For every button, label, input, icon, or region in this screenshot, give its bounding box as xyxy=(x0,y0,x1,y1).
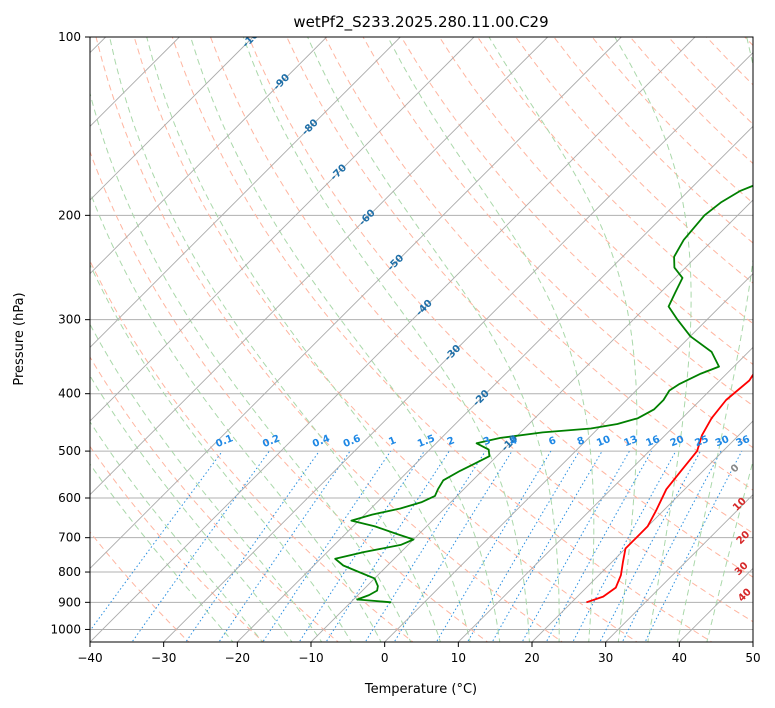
y-tick-label: 600 xyxy=(58,491,81,505)
mixing-ratio-label: 4 xyxy=(508,435,519,448)
mixing-ratio-label: 20 xyxy=(669,434,686,449)
dry-adiabat-line xyxy=(210,37,753,623)
dry-adiabat-line xyxy=(438,37,753,366)
x-tick-label: −10 xyxy=(298,651,323,665)
moist-adiabat-line xyxy=(706,459,753,642)
isotherm-line xyxy=(384,273,753,642)
mixing-ratio-label: 16 xyxy=(645,434,662,449)
moist-adiabat-line xyxy=(90,263,352,642)
y-axis-title: Pressure (hPa) xyxy=(12,292,27,385)
x-tick-label: 10 xyxy=(451,651,466,665)
mixing-ratio-line xyxy=(325,450,450,642)
dry-adiabat-line xyxy=(90,445,265,642)
series-line-temperature xyxy=(586,330,753,604)
mixing-ratio-line xyxy=(393,450,513,642)
mixing-ratio-label: 8 xyxy=(576,435,587,448)
mixing-ratio-label: 25 xyxy=(693,434,710,449)
moist-adiabat-line xyxy=(90,420,264,642)
moist-adiabat-line xyxy=(190,37,501,642)
y-tick-label: 300 xyxy=(58,313,81,327)
x-tick-label: 50 xyxy=(745,651,760,665)
y-tick-label: 900 xyxy=(58,595,81,609)
dry-adiabat-line xyxy=(95,37,564,642)
mixing-ratio-label: 1 xyxy=(387,435,398,448)
dry-adiabat-line xyxy=(324,37,753,491)
x-tick-label: −20 xyxy=(225,651,250,665)
moist-adiabat-line xyxy=(90,190,382,642)
y-tick-label: 200 xyxy=(58,208,81,222)
dry-adiabat-line xyxy=(133,37,638,642)
mixing-ratio-line xyxy=(298,450,425,642)
y-tick-label: 800 xyxy=(58,565,81,579)
moist-adiabat-line xyxy=(90,463,234,642)
isotherm-line xyxy=(90,37,254,201)
chart-title: wetPf2_S233.2025.280.11.00.C29 xyxy=(293,13,548,32)
mixing-ratio-label: 2 xyxy=(446,435,457,448)
dry-adiabat-line xyxy=(90,259,414,642)
y-tick-label: 100 xyxy=(58,30,81,44)
moist-adiabat-line xyxy=(242,37,530,642)
moist-adiabat-line xyxy=(109,37,441,642)
mixing-ratio-label: 36 xyxy=(735,434,752,449)
moist-adiabat-line xyxy=(488,37,638,642)
moist-adiabat-line xyxy=(90,374,293,642)
mixing-ratio-label: 3 xyxy=(482,435,493,448)
y-axis-ticks: 100 200 300 400 500 600 700 800 900 1000 xyxy=(50,30,90,636)
mixing-ratio-line xyxy=(131,450,270,642)
isotherm-line xyxy=(237,125,753,642)
y-tick-label: 700 xyxy=(58,531,81,545)
mixing-ratio-line xyxy=(90,450,223,632)
x-tick-label: 20 xyxy=(524,651,539,665)
moist-adiabat-line xyxy=(387,37,595,642)
profile-series xyxy=(334,184,753,604)
dry-adiabat-line xyxy=(248,37,753,578)
y-tick-label: 400 xyxy=(58,387,81,401)
x-tick-label: 40 xyxy=(672,651,687,665)
mixing-ratio-line xyxy=(218,450,351,642)
mixing-ratio-line xyxy=(599,450,701,642)
isotherm-line xyxy=(90,37,475,422)
mixing-ratio-label: 13 xyxy=(622,434,639,449)
isotherm-line xyxy=(90,37,327,275)
mixing-ratio-line xyxy=(364,450,486,642)
isotherm-line xyxy=(458,346,753,642)
y-tick-label: 500 xyxy=(58,444,81,458)
plot-frame xyxy=(89,36,754,643)
moist-adiabat-line xyxy=(614,37,692,642)
x-tick-label: −30 xyxy=(151,651,176,665)
mixing-ratio-label: 6 xyxy=(547,435,558,448)
x-axis-title: Temperature (°C) xyxy=(364,682,477,697)
dry-adiabat-line xyxy=(362,37,753,449)
mixing-ratio-label: 10 xyxy=(595,434,612,449)
mixing-ratio-line xyxy=(466,450,580,642)
mixing-ratio-line xyxy=(262,450,392,642)
moist-adiabat-line xyxy=(307,37,560,642)
mixing-ratio-label: 30 xyxy=(714,434,731,449)
plot-area: -100-90-80-70-60-50-40-30-20-100.1 0.2 0.4… xyxy=(90,37,753,642)
isotherm-line xyxy=(90,37,696,642)
x-tick-label: 30 xyxy=(598,651,613,665)
dry-adiabat-line xyxy=(477,37,753,325)
moist-adiabat-line xyxy=(90,323,323,642)
moist-adiabat-line xyxy=(676,37,753,642)
isotherm-line xyxy=(605,494,753,642)
isotherm-line xyxy=(90,37,622,569)
x-tick-label: −40 xyxy=(77,651,102,665)
mixing-ratio-line xyxy=(185,450,320,642)
x-axis-ticks: −40 −30 −20 −10 0 10 20 30 40 50 xyxy=(77,642,761,665)
dry-adiabat-line xyxy=(286,37,753,534)
mixing-ratio-line xyxy=(621,450,722,642)
isotherm-line xyxy=(163,52,753,642)
isotherm-line xyxy=(90,37,401,348)
y-tick-label: 1000 xyxy=(50,622,81,636)
series-line-dewpoint xyxy=(334,184,753,604)
mixing-ratio-lines xyxy=(90,450,743,642)
mixing-ratio-line xyxy=(572,450,677,642)
x-tick-label: 0 xyxy=(381,651,389,665)
dry-adiabat-line xyxy=(400,37,753,407)
isotherm-line xyxy=(90,37,548,496)
